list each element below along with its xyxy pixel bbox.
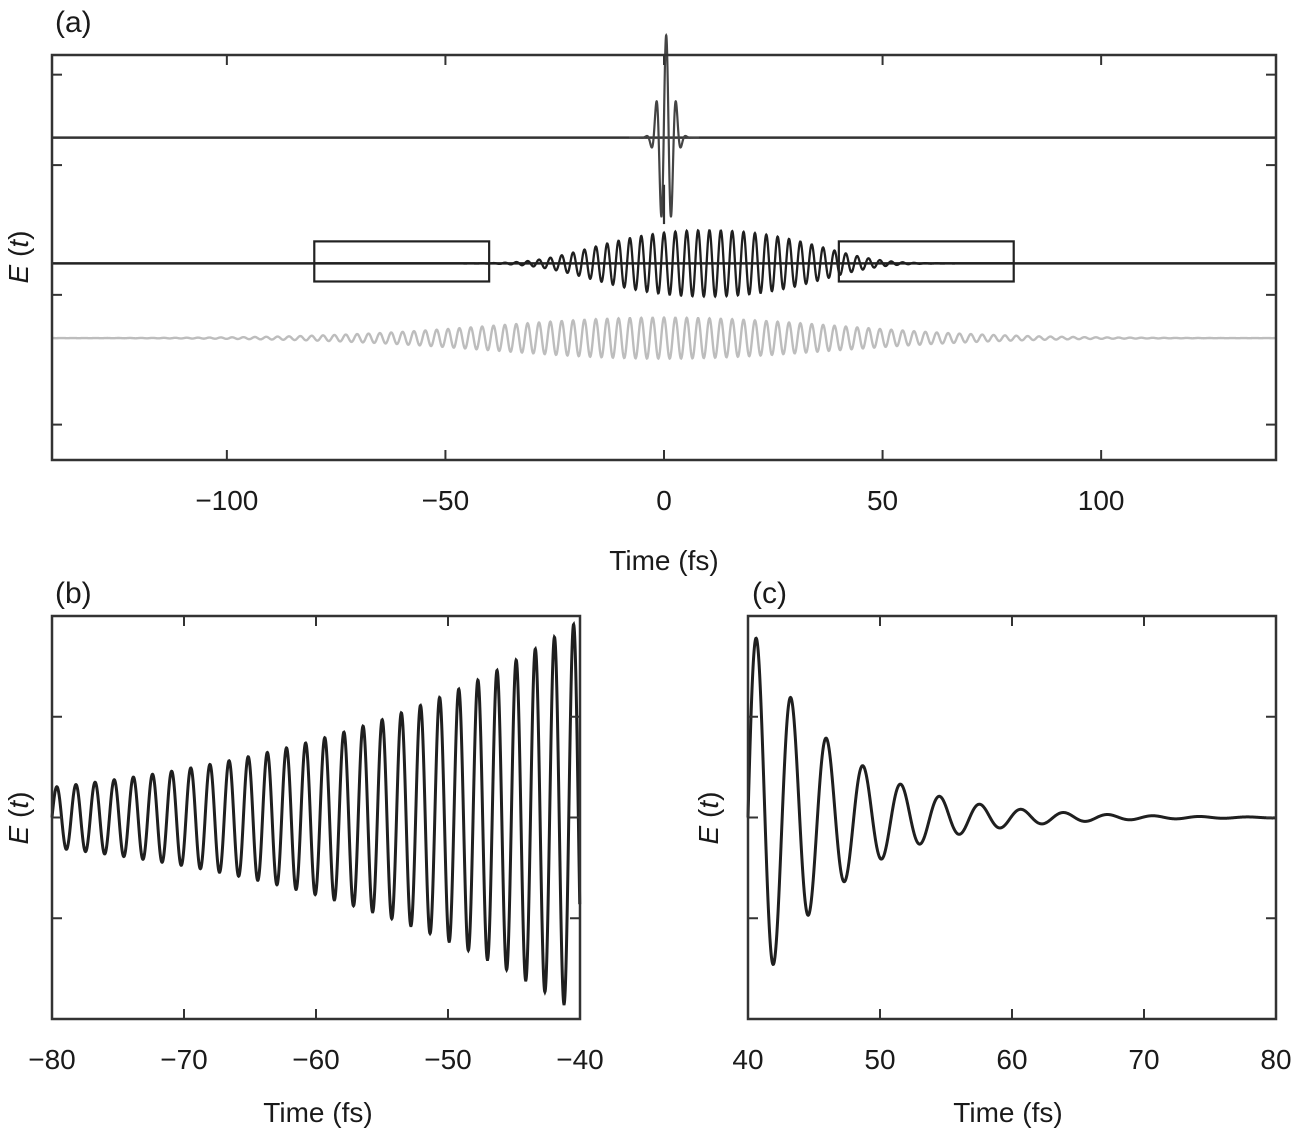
panel-b-y-axis-label-close: ) bbox=[3, 792, 34, 801]
panel-a-x-axis-label: Time (fs) bbox=[609, 545, 718, 576]
x-tick-label: −80 bbox=[28, 1044, 76, 1075]
x-tick-label: 0 bbox=[656, 485, 672, 516]
panel-a-plot-area bbox=[52, 32, 1276, 361]
trailing-edge-series bbox=[746, 636, 1276, 966]
panel-a-zoom-boxes bbox=[313, 240, 1015, 283]
panel-b-y-axis-label-variable: t bbox=[3, 800, 34, 809]
panel-b: (b) −80 −70 −60 −50 −40 Time (fs) E (t) bbox=[3, 577, 604, 1128]
x-tick-label: −70 bbox=[160, 1044, 208, 1075]
panel-b-ticks bbox=[51, 616, 581, 1019]
x-tick-label: −50 bbox=[422, 485, 470, 516]
x-tick-label: 40 bbox=[732, 1044, 763, 1075]
x-tick-label: 50 bbox=[864, 1044, 895, 1075]
panel-a-y-axis-label-open: ( bbox=[3, 247, 34, 265]
panel-c-x-tick-labels: 40 50 60 70 80 bbox=[732, 1044, 1291, 1075]
panel-a-y-axis-label-symbol: E bbox=[3, 264, 34, 283]
panel-c-y-axis-label-variable: t bbox=[693, 800, 724, 809]
panel-b-y-axis-label-open: ( bbox=[3, 808, 34, 826]
panel-c-ticks bbox=[747, 616, 1277, 1019]
panel-a-y-axis-label-close: ) bbox=[3, 231, 34, 240]
x-tick-label: −50 bbox=[424, 1044, 472, 1075]
x-tick-label: −60 bbox=[292, 1044, 340, 1075]
x-tick-label: 60 bbox=[996, 1044, 1027, 1075]
panel-a: (a) −100 −50 0 50 100 Time (fs) E (t) bbox=[3, 6, 1278, 576]
panel-a-ticks bbox=[52, 55, 1276, 460]
panel-a-label: (a) bbox=[55, 6, 92, 39]
zoom-box-b bbox=[313, 240, 491, 283]
panel-c-y-axis-label: E (t) bbox=[693, 792, 724, 845]
panel-c-label: (c) bbox=[752, 577, 787, 610]
panel-c-y-axis-label-open: ( bbox=[693, 808, 724, 826]
x-tick-label: −40 bbox=[556, 1044, 604, 1075]
panel-b-y-axis-label-symbol: E bbox=[3, 825, 34, 844]
x-tick-label: −100 bbox=[195, 485, 258, 516]
panel-c-y-axis-label-symbol: E bbox=[693, 825, 724, 844]
leading-edge-series bbox=[50, 621, 582, 1006]
x-tick-label: 80 bbox=[1260, 1044, 1291, 1075]
panel-b-x-tick-labels: −80 −70 −60 −50 −40 bbox=[28, 1044, 604, 1075]
panel-b-y-axis-label: E (t) bbox=[3, 792, 34, 845]
panel-c-y-axis-label-close: ) bbox=[693, 792, 724, 801]
chirped-pulse-series bbox=[314, 228, 1014, 299]
panel-a-x-tick-labels: −100 −50 0 50 100 bbox=[195, 485, 1124, 516]
panel-a-y-axis-label-variable: t bbox=[3, 239, 34, 248]
panel-b-x-axis-label: Time (fs) bbox=[263, 1097, 372, 1128]
x-tick-label: 70 bbox=[1128, 1044, 1159, 1075]
panel-c-x-axis-label: Time (fs) bbox=[953, 1097, 1062, 1128]
panel-b-label: (b) bbox=[55, 577, 92, 610]
panel-c-plot-area bbox=[746, 636, 1276, 966]
zoom-box-c bbox=[837, 240, 1015, 283]
panel-b-plot-area bbox=[50, 621, 582, 1006]
long-pulse-series bbox=[52, 315, 1276, 361]
short-pulse-series bbox=[629, 32, 699, 218]
x-tick-label: 100 bbox=[1078, 485, 1125, 516]
x-tick-label: 50 bbox=[867, 485, 898, 516]
panel-c: (c) 40 50 60 70 80 Time (fs) E (t) bbox=[693, 577, 1292, 1128]
panel-a-y-axis-label: E (t) bbox=[3, 231, 34, 284]
